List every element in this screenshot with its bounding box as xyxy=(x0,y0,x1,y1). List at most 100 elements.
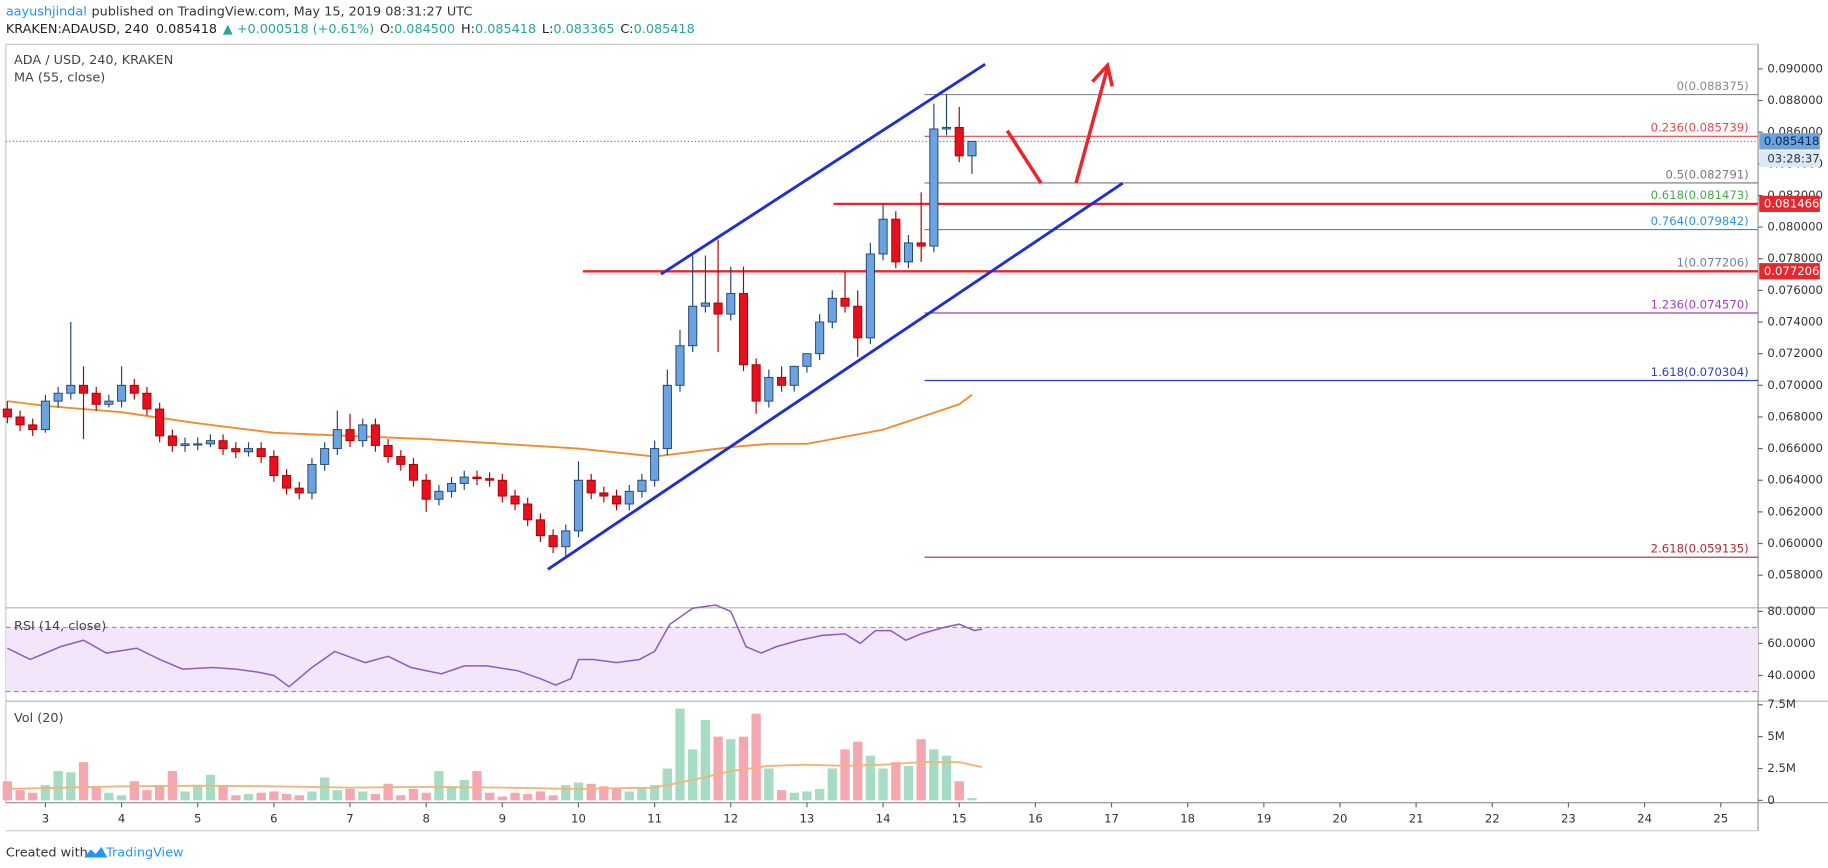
candle-body xyxy=(738,293,749,366)
y-tick-label: 0 xyxy=(1767,793,1774,807)
candle-body xyxy=(307,463,317,494)
volume-bar xyxy=(396,795,406,801)
volume-bar xyxy=(903,765,914,801)
candle-body xyxy=(840,297,850,307)
x-tick-label: 10 xyxy=(571,811,586,825)
candle-body xyxy=(370,424,380,446)
candle-body xyxy=(53,392,63,402)
candle-body xyxy=(421,479,431,500)
candle-body xyxy=(954,126,964,157)
y-tick-label: 0.062000 xyxy=(1767,504,1823,518)
volume-bar xyxy=(497,796,507,801)
volume-bar xyxy=(66,772,76,801)
x-tick-label: 18 xyxy=(1180,811,1195,825)
candle-body xyxy=(637,479,647,492)
fib-label: 0.764(0.079842) xyxy=(1651,214,1749,228)
candle-body xyxy=(903,242,913,263)
volume-bar xyxy=(205,774,216,801)
candle-body xyxy=(78,384,89,394)
candle-body xyxy=(675,345,685,386)
candle-body xyxy=(764,376,774,402)
candle-body xyxy=(243,448,254,453)
marks: 0.058000 0.060000 0.062000 0.064000 0.066000… xyxy=(2,61,1823,826)
x-tick-label: 15 xyxy=(952,811,967,825)
arrow-down xyxy=(1005,129,1043,185)
fib-label: 0.5(0.082791) xyxy=(1666,167,1749,181)
y-tick-label: 0.080000 xyxy=(1767,220,1823,234)
brand-icon xyxy=(83,847,108,858)
candle-body xyxy=(612,495,622,505)
x-tick-label: 16 xyxy=(1028,811,1043,825)
ma-legend: MA (55, close) xyxy=(14,71,105,86)
candle-body xyxy=(548,535,558,548)
volume-bar xyxy=(802,791,812,801)
volume-bar xyxy=(573,782,584,801)
volume-bar xyxy=(599,786,609,801)
volume-bar xyxy=(2,781,13,801)
y-tick-label: 2.5M xyxy=(1767,761,1796,775)
x-tick-label: 21 xyxy=(1409,811,1424,825)
volume-bar xyxy=(243,793,254,801)
candle-body xyxy=(434,490,444,500)
candle-body xyxy=(891,218,901,263)
price-tag-label: 0.077206 xyxy=(1764,264,1820,278)
candle-body xyxy=(358,424,368,442)
volume-bar xyxy=(332,790,342,801)
volume-bar xyxy=(269,791,279,801)
candle-body xyxy=(155,408,165,437)
volume-bar xyxy=(523,793,533,801)
volume-bar xyxy=(294,795,304,801)
candle-body xyxy=(193,443,203,446)
volume-bar xyxy=(865,755,876,801)
volume-bar xyxy=(611,788,622,801)
volume-bar xyxy=(840,749,850,801)
x-tick-label: 3 xyxy=(42,811,49,825)
channel-lower xyxy=(547,181,1124,571)
candle-body xyxy=(459,476,469,484)
y-tick-label: 7.5M xyxy=(1767,697,1796,711)
candle-body xyxy=(535,519,545,537)
last: 0.085418 xyxy=(156,22,217,37)
volume-bar xyxy=(459,779,469,801)
volume-bar xyxy=(28,792,38,801)
volume-bar xyxy=(827,768,837,801)
y-tick-label: 0.060000 xyxy=(1767,536,1823,550)
x-tick-label: 7 xyxy=(346,811,353,825)
candle-body xyxy=(408,463,419,481)
volume-bar xyxy=(649,785,660,801)
x-tick-label: 24 xyxy=(1637,811,1652,825)
ohlc-label: O: xyxy=(380,22,394,37)
candle-body xyxy=(66,384,76,394)
candle-body xyxy=(345,429,355,442)
y-tick-label: 5M xyxy=(1767,729,1784,743)
volume-bar xyxy=(180,791,190,801)
volume-bar xyxy=(345,788,355,801)
volume-bar xyxy=(129,781,139,801)
volume-bar xyxy=(675,708,685,801)
volume-bar xyxy=(878,768,888,801)
price-tag-label: 0.085418 xyxy=(1764,134,1820,148)
volume-bar xyxy=(776,790,787,801)
ohlc-value: 0.085418 xyxy=(634,22,695,37)
volume-bar xyxy=(320,777,330,801)
volume-bar xyxy=(624,791,634,801)
ohlc-value: 0.084500 xyxy=(394,22,455,37)
publisher[interactable]: aayushjindal xyxy=(6,4,87,19)
y-tick-label: 0.078000 xyxy=(1767,251,1823,265)
candle-body xyxy=(650,448,660,481)
volume-bar xyxy=(358,791,368,801)
volume-bar xyxy=(789,792,799,801)
candle-body xyxy=(853,305,863,339)
candle-body xyxy=(294,487,304,494)
candle-body xyxy=(40,400,50,431)
candle-body xyxy=(510,495,520,505)
candle-body xyxy=(815,321,825,355)
volume-bar xyxy=(383,783,393,801)
symbol: KRAKEN:ADAUSD, 240 xyxy=(6,22,149,37)
candle-body xyxy=(485,478,495,481)
volume-bar xyxy=(637,787,647,801)
y-tick-label: 0.074000 xyxy=(1767,315,1823,329)
footer-brand[interactable]: TradingView xyxy=(105,845,183,860)
rsi-line xyxy=(7,604,983,688)
